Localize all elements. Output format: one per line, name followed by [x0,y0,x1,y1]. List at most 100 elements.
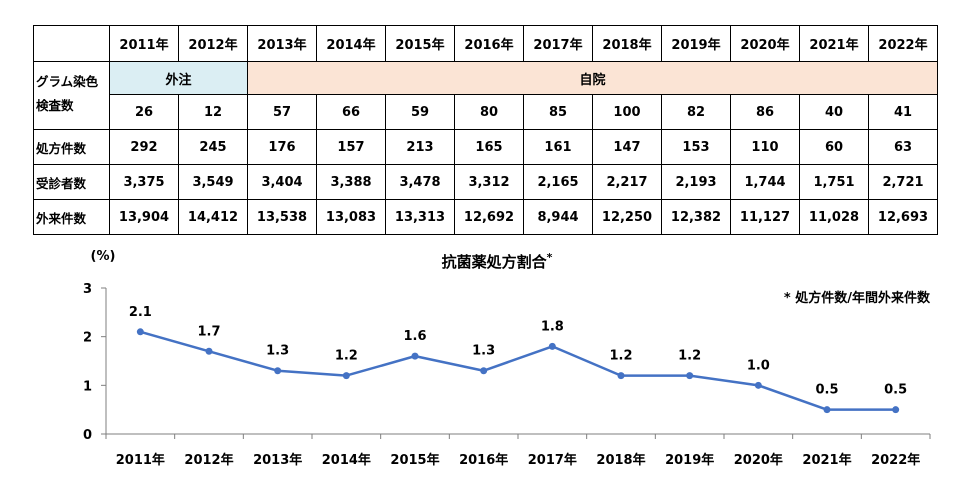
table-cell: 3,388 [316,164,386,200]
table-cell: 14,412 [178,199,248,235]
table-cell: 59 [385,94,455,130]
table-cell: 85 [523,94,593,130]
table-cell: 12,382 [661,199,731,235]
chart-title: 抗菌薬処方割合* [442,251,553,271]
table-cell: 13,313 [385,199,455,235]
data-label: 1.3 [472,344,495,359]
table-cell: 157 [316,129,386,165]
chart-title-mark: * [547,251,553,264]
table-cell: 292 [109,129,179,165]
testing-location-row: グラム染色 検査数 外注 自院 [33,61,938,130]
table-cell: 57 [247,94,317,130]
patient-count-row: 受診者数 3,375 3,549 3,404 3,388 3,478 3,312… [33,164,938,200]
year-header-cell: 2017年 [523,25,593,62]
table-cell: 41 [868,94,938,130]
year-header-cell: 2022年 [868,25,938,62]
y-tick-label: 3 [83,282,92,297]
x-tick-label: 2015年 [390,452,439,468]
data-point [342,372,350,380]
outsourced-band: 外注 [109,61,248,95]
table-cell: 2,165 [523,164,593,200]
table-cell: 153 [661,129,731,165]
x-tick-label: 2018年 [596,452,645,468]
gram-stain-label: グラム染色 検査数 [33,61,110,130]
data-label: 1.3 [266,344,289,359]
table-cell: 3,478 [385,164,455,200]
table-cell: 8,944 [523,199,593,235]
row-label: 処方件数 [33,129,110,165]
table-cell: 3,375 [109,164,179,200]
x-tick-label: 2011年 [116,452,165,468]
table-cell: 110 [730,129,800,165]
table-cell: 176 [247,129,317,165]
table-cell: 13,904 [109,199,179,235]
data-point [274,367,282,375]
data-label: 2.1 [129,305,152,320]
y-tick-label: 2 [83,331,92,346]
chart-footnote: * 処方件数/年間外来件数 [784,290,931,306]
data-point [136,328,144,336]
data-label: 0.5 [884,383,907,398]
year-header-cell: 2015年 [385,25,455,62]
chart-title-text: 抗菌薬処方割合 [442,253,548,271]
table-cell: 80 [454,94,524,130]
table-cell: 63 [868,129,938,165]
table-cell: 2,217 [592,164,662,200]
table-cell: 1,744 [730,164,800,200]
table-cell: 13,083 [316,199,386,235]
x-tick-label: 2021年 [802,452,851,468]
data-point [548,342,556,350]
year-header-cell: 2013年 [247,25,317,62]
table-cell: 26 [109,94,179,130]
table-cell: 2,193 [661,164,731,200]
table-cell: 2,721 [868,164,938,200]
table-cell: 13,538 [247,199,317,235]
gram-stain-label-line1: グラム染色 [36,74,99,89]
table-cell: 86 [730,94,800,130]
table-cell: 3,312 [454,164,524,200]
data-label: 1.2 [678,349,701,364]
y-tick-label: 0 [83,428,92,443]
x-tick-label: 2022年 [871,452,920,468]
y-tick-label: 1 [83,379,92,394]
x-tick-label: 2013年 [253,452,302,468]
x-tick-label: 2017年 [528,452,577,468]
data-point [823,406,831,414]
data-label: 1.0 [747,358,770,373]
table-cell: 161 [523,129,593,165]
table-cell: 165 [454,129,524,165]
table-cell: 213 [385,129,455,165]
table-cell: 245 [178,129,248,165]
table-cell: 12 [178,94,248,130]
data-point [617,372,625,380]
data-point [480,367,488,375]
x-tick-label: 2019年 [665,452,714,468]
table-cell: 100 [592,94,662,130]
year-header-cell: 2016年 [454,25,524,62]
prescription-count-row: 処方件数 292 245 176 157 213 165 161 147 153… [33,129,938,165]
table-cell: 11,127 [730,199,800,235]
data-label: 1.6 [403,329,426,344]
antibiotic-ratio-chart: 抗菌薬処方割合* (%) * 処方件数/年間外来件数 0 1 2 3 2011年 2012… [83,249,931,468]
gram-stain-count-row: 26 12 57 66 59 80 85 100 82 86 40 41 [34,94,938,130]
table-cell: 12,692 [454,199,524,235]
row-label: 外来件数 [33,199,110,235]
data-label: 1.2 [609,349,632,364]
outpatient-count-row: 外来件数 13,904 14,412 13,538 13,083 13,313 … [33,199,938,235]
gram-stain-label-line2: 検査数 [36,98,74,113]
table-cell: 1,751 [799,164,869,200]
series-line [139,330,896,411]
data-point [411,352,419,360]
data-label: 1.8 [541,319,564,334]
year-header-cell: 2020年 [730,25,800,62]
table-cell: 66 [316,94,386,130]
data-label: 0.5 [815,383,838,398]
data-point [205,347,213,355]
table-cell: 3,549 [178,164,248,200]
x-tick-label: 2016年 [459,452,508,468]
x-tick-label: 2020年 [734,452,783,468]
data-point [892,406,900,414]
y-axis-unit-label: (%) [91,249,116,264]
data-label: 1.2 [335,349,358,364]
year-header-row: 2011年 2012年 2013年 2014年 2015年 2016年 2017… [33,25,938,62]
